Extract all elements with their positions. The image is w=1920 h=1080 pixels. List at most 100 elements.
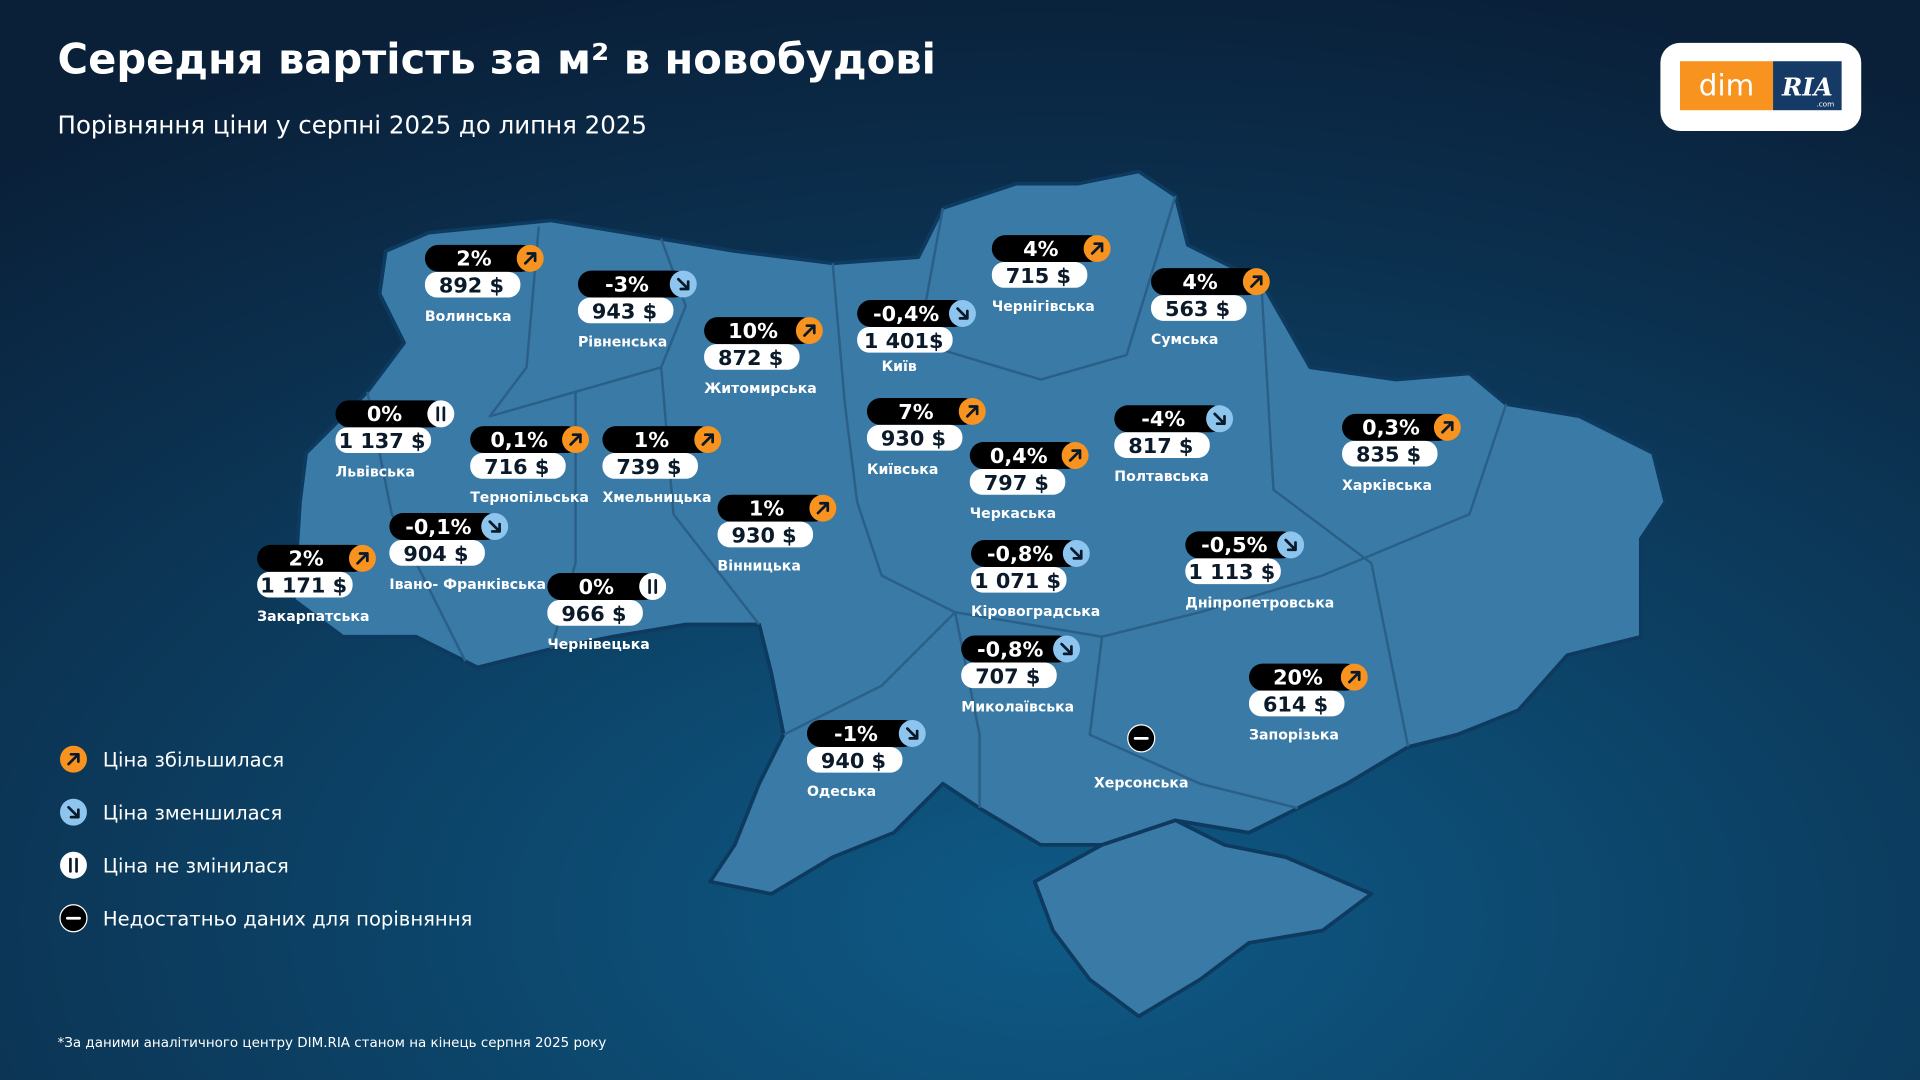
footnote: *За даними аналітичного центру DIM.RIA с… (58, 1036, 607, 1051)
legend-label: Ціна не змінилася (103, 855, 289, 878)
legend-label: Ціна зменшилася (103, 802, 282, 825)
icon-pause (69, 857, 78, 873)
change: 2% (456, 247, 491, 271)
change-pill (1248, 663, 1360, 691)
price: 966 $ (561, 602, 626, 626)
change-pill (389, 513, 500, 540)
change-pill (866, 397, 978, 425)
trend-icon (669, 270, 697, 298)
change-pill (335, 400, 446, 428)
price: 892 $ (439, 274, 504, 298)
border (783, 281, 1410, 810)
icon-circle (639, 573, 667, 600)
price: 835 $ (1356, 443, 1421, 467)
region-name: Запорізька (1249, 728, 1339, 744)
trend-icon (516, 244, 544, 272)
icon-arrow (1090, 242, 1104, 255)
trend-icon (1277, 531, 1305, 559)
change-pill (969, 442, 1080, 469)
trend-icon (59, 904, 88, 933)
change-pill (806, 720, 918, 747)
trend-icon (562, 426, 589, 454)
trend-icon (795, 317, 823, 345)
trend-icon (1061, 442, 1089, 469)
price-pill (389, 540, 485, 566)
region-name: Київ (882, 359, 917, 375)
icon-arrow (956, 307, 969, 320)
region-name: Житомирська (704, 381, 817, 397)
region-label: 0% 1 137 $ Львівська (335, 400, 455, 480)
region-label: 10% 872 $ Житомирська (704, 317, 823, 397)
price-pill (971, 566, 1067, 593)
region-name: Одеська (807, 784, 876, 800)
legend: Ціна збільшилася Ціна зменшилася Ціна не з… (59, 745, 472, 933)
change: 2% (288, 547, 323, 571)
price: 872 $ (718, 346, 783, 370)
trend-icon (1053, 635, 1080, 663)
region-label: -0,5% 1 113 $ Дніпропетровська (1185, 531, 1334, 611)
change: 20% (1273, 665, 1323, 689)
change-pill (470, 426, 581, 454)
region-name: Київська (867, 462, 938, 478)
price: 563 $ (1165, 297, 1230, 321)
region-name: Івано- Франківська (389, 577, 546, 593)
region-name: Тернопільська (470, 490, 589, 506)
icon-arrow (569, 433, 582, 446)
region-label: 2% 1 171 $ Закарпатська (257, 544, 376, 625)
price-pill (717, 521, 814, 548)
change-pill (1342, 413, 1453, 441)
icon-arrow (523, 252, 537, 265)
logo-right-bg (1773, 61, 1842, 111)
region-labels: 2% 892 $ Волинська -3% 943 $ Рівненська 10% 872… (257, 235, 1461, 800)
icon-arrow (488, 520, 501, 533)
region-label: -4% 817 $ Полтавська (1114, 405, 1234, 485)
change-pill (577, 270, 689, 298)
trend-icon (639, 573, 667, 600)
region-label: 0,3% 835 $ Харківська (1342, 413, 1461, 494)
icon-arrow (966, 405, 979, 418)
price-pill (969, 468, 1066, 495)
region-label: 0% 966 $ Чернівецька (547, 573, 667, 653)
region-label: 1%930 $ Вінницька (717, 494, 837, 575)
region-label: -0,1% 904 $ Івано- Франківська (389, 513, 546, 593)
icon-arrow (816, 501, 830, 515)
change-pill (971, 540, 1082, 567)
region-label: 20% 614 $ Запорізька (1248, 663, 1368, 744)
icon-arrow (803, 324, 816, 337)
logo: dim RIA .com (1660, 42, 1862, 132)
region-label: -0,8% 707 $ Миколаївська (961, 635, 1080, 715)
region-label: -0,4% 1 401$ Київ (857, 300, 976, 375)
region-name: Миколаївська (961, 699, 1074, 715)
price: 739 $ (616, 455, 681, 479)
price-pill (257, 571, 353, 598)
price-pill (857, 326, 953, 353)
legend-label: Недостатньо даних для порівняння (103, 908, 472, 931)
region-label: 4% 715 $ Чернігівська (991, 235, 1111, 315)
price: 930 $ (732, 523, 797, 547)
change: 4% (1182, 270, 1217, 294)
price-pill (704, 344, 800, 370)
trend-icon (348, 544, 376, 572)
trend-icon (1242, 268, 1270, 296)
price: 817 $ (1128, 434, 1193, 458)
legend-label: Ціна збільшилася (103, 749, 284, 772)
region-name: Херсонська (1094, 775, 1189, 791)
trend-icon (1340, 663, 1368, 691)
subtitle: Порівняння ціни у серпні 2025 до липня 2… (58, 110, 647, 139)
price-pill (806, 746, 903, 773)
trend-icon (809, 494, 837, 522)
trend-icon (60, 851, 87, 879)
price: 1 113 $ (1188, 560, 1275, 584)
trend-icon (1083, 235, 1111, 263)
price: 1 071 $ (974, 569, 1061, 593)
change-pill (717, 494, 828, 522)
change: -0,4% (873, 302, 939, 326)
change: -0,1% (405, 515, 471, 539)
change: 1% (634, 428, 669, 452)
region-name: Хмельницька (602, 490, 711, 506)
logo-right: RIA (1781, 73, 1833, 102)
region-label: -1% 940 $ Одеська (806, 720, 926, 800)
trend-icon (1062, 540, 1090, 567)
price: 930 $ (881, 427, 946, 451)
icon-arrow (1068, 449, 1082, 462)
